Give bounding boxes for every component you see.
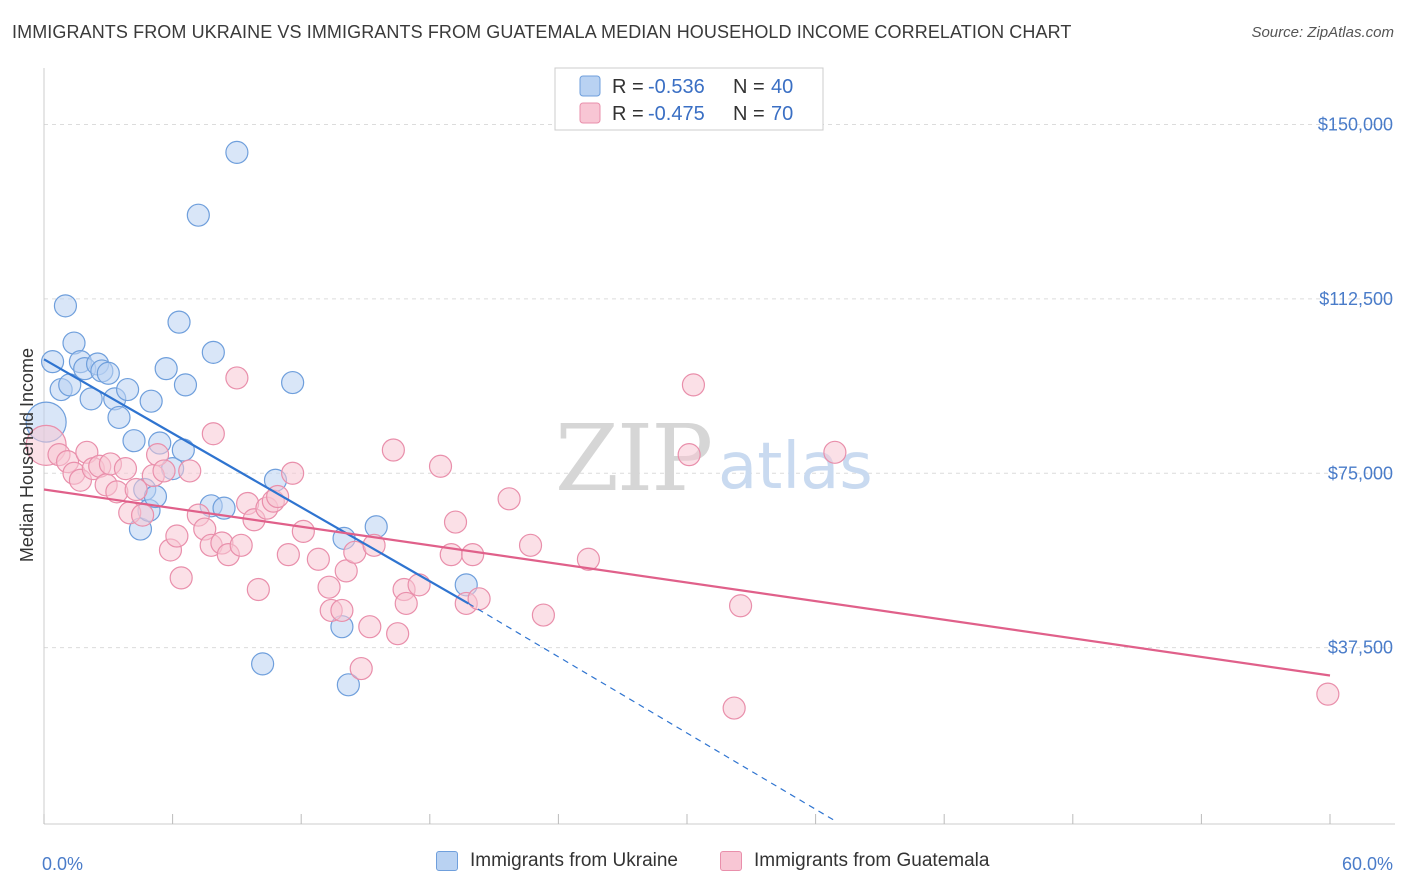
point-guatemala-58	[467, 587, 491, 611]
chart-title: IMMIGRANTS FROM UKRAINE VS IMMIGRANTS FR…	[12, 22, 1072, 42]
legend-swatch-ukraine	[579, 75, 601, 97]
point-guatemala-49	[386, 622, 410, 646]
y-tick-labels: $37,500 $75,000 $112,500 $150,000	[1318, 115, 1393, 658]
point-ukraine-3	[53, 294, 78, 318]
legend-item-guatemala[interactable]: Immigrants from Guatemala	[720, 850, 989, 872]
point-ukraine-32	[251, 652, 275, 676]
point-guatemala-38	[291, 519, 315, 543]
watermark: ZIP atlas	[555, 405, 873, 512]
point-guatemala-25	[201, 422, 225, 446]
point-ukraine-29	[201, 340, 225, 364]
point-guatemala-42	[330, 598, 354, 623]
point-guatemala-68	[1316, 682, 1340, 706]
legend-bottom: Immigrants from Ukraine Immigrants from …	[0, 850, 1406, 880]
x-tick-labels: 0.0% 60.0%	[42, 854, 1393, 874]
legend-label-ukraine: Immigrants from Ukraine	[470, 850, 678, 871]
point-ukraine-8	[79, 387, 103, 411]
point-ukraine-19	[139, 389, 163, 413]
point-guatemala-46	[358, 615, 382, 639]
point-ukraine-34	[281, 370, 305, 395]
point-guatemala-65	[722, 696, 746, 720]
point-guatemala-51	[394, 591, 418, 616]
x-tick-label-1: 60.0%	[1342, 854, 1393, 874]
point-guatemala-39	[306, 547, 330, 571]
legend-n-label-ukraine: N =	[733, 76, 765, 98]
legend-swatch-guatemala	[579, 102, 601, 124]
point-ukraine-30	[212, 496, 236, 520]
point-guatemala-64	[681, 373, 706, 397]
point-guatemala-61	[531, 603, 555, 627]
point-ukraine-14	[115, 377, 140, 402]
point-guatemala-53	[428, 454, 453, 478]
watermark-atlas: atlas	[718, 430, 873, 504]
legend-n-label-guatemala: N =	[733, 103, 765, 125]
point-guatemala-63	[677, 443, 701, 467]
legend-n-value-ukraine: 40	[771, 76, 793, 98]
trendline-ukraine	[43, 358, 469, 605]
point-guatemala-40	[317, 575, 341, 599]
y-tick-label-3: $150,000	[1318, 115, 1393, 135]
point-guatemala-57	[461, 543, 485, 567]
legend-r-value-guatemala: -0.475	[648, 103, 705, 125]
legend-swatch-guatemala	[720, 851, 742, 871]
gridlines	[44, 124, 1395, 649]
trendline-extension-ukraine	[468, 602, 838, 823]
trendline-guatemala	[43, 488, 1331, 677]
point-ukraine-25	[171, 438, 195, 462]
series-ukraine	[25, 140, 478, 697]
point-guatemala-29	[229, 533, 253, 557]
point-guatemala-45	[349, 656, 373, 681]
point-ukraine-22	[154, 357, 178, 381]
point-guatemala-66	[728, 594, 753, 618]
point-guatemala-14	[130, 503, 155, 527]
point-guatemala-37	[281, 461, 305, 485]
y-tick-label-2: $112,500	[1319, 289, 1393, 309]
point-guatemala-21	[178, 459, 202, 483]
point-ukraine-15	[122, 429, 146, 453]
point-ukraine-24	[167, 310, 191, 334]
legend-label-guatemala: Immigrants from Guatemala	[754, 850, 990, 871]
point-ukraine-11	[96, 361, 120, 385]
point-guatemala-67	[823, 440, 847, 464]
point-ukraine-26	[173, 373, 198, 397]
point-guatemala-11	[113, 457, 138, 481]
legend-r-label-guatemala: R =	[612, 103, 644, 125]
point-ukraine-27	[186, 203, 210, 227]
point-ukraine-37	[336, 673, 360, 697]
point-guatemala-60	[518, 533, 543, 557]
point-guatemala-55	[443, 510, 468, 534]
point-guatemala-59	[497, 487, 521, 511]
point-guatemala-44	[343, 540, 367, 564]
point-guatemala-28	[225, 366, 249, 390]
chart-source: Source: ZipAtlas.com	[1251, 24, 1394, 41]
trendlines	[43, 358, 1331, 823]
point-guatemala-20	[169, 566, 193, 590]
legend-swatch-ukraine	[436, 851, 458, 871]
point-guatemala-48	[381, 438, 405, 462]
point-guatemala-47	[362, 533, 386, 557]
point-guatemala-13	[124, 477, 148, 502]
point-guatemala-36	[276, 543, 300, 567]
x-tick-label-0: 0.0%	[42, 854, 83, 874]
point-guatemala-19	[165, 524, 189, 548]
legend-top: R = -0.536 N = 40 R = -0.475 N = 70	[554, 67, 824, 131]
legend-r-value-ukraine: -0.536	[648, 76, 705, 98]
point-guatemala-17	[152, 459, 176, 483]
point-guatemala-62	[576, 547, 601, 571]
legend-n-value-guatemala: 70	[771, 103, 793, 125]
point-guatemala-32	[246, 577, 270, 602]
point-ukraine-31	[225, 140, 249, 164]
legend-r-label-ukraine: R =	[612, 76, 644, 98]
y-tick-label-0: $37,500	[1328, 638, 1393, 658]
y-tick-label-1: $75,000	[1328, 463, 1393, 483]
point-ukraine-13	[107, 405, 131, 430]
legend-item-ukraine[interactable]: Immigrants from Ukraine	[436, 850, 678, 872]
y-axis-label: Median Household Income	[17, 348, 37, 562]
point-guatemala-52	[407, 573, 431, 597]
